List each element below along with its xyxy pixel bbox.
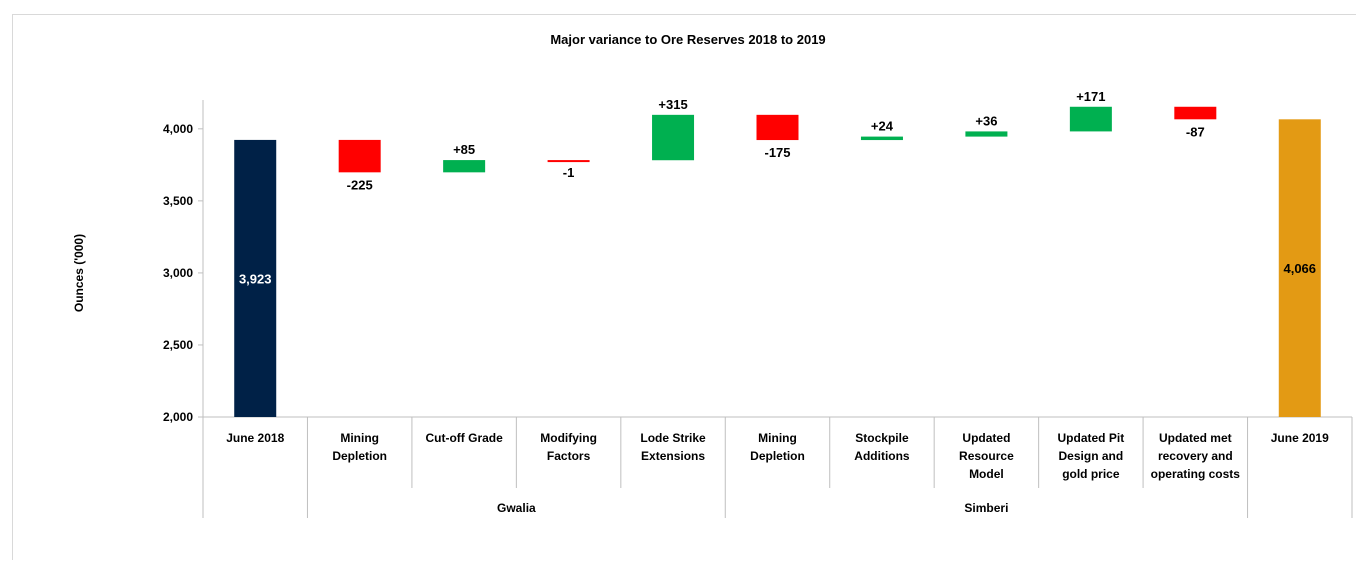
x-category-label: Stockpile Additions [854,431,910,463]
data-label: -225 [347,177,373,192]
y-axis-label: Ounces ('000) [72,234,86,312]
data-label: 4,066 [1283,261,1316,276]
data-label: +24 [871,119,894,134]
y-tick-label: 3,500 [163,194,193,208]
data-label: +315 [658,97,687,112]
data-label: +85 [453,142,475,157]
y-tick-label: 4,000 [163,122,193,136]
x-category-label: June 2018 [226,431,284,445]
increase-bar [860,136,903,141]
x-category-label: June 2019 [1271,431,1329,445]
y-tick-label: 2,500 [163,338,193,352]
y-tick-label: 3,000 [163,266,193,280]
increase-bar [1069,106,1112,132]
data-label: +171 [1076,89,1105,104]
increase-bar [443,160,486,173]
total-bar [234,139,277,417]
data-label: -175 [764,145,790,160]
data-labels: 3,923 -225 +85 -1 +315 -175 +24 +36 +171 -87 4,066 [239,89,1316,287]
x-category-label: Mining Depletion [750,431,805,463]
decrease-bar [1174,106,1217,120]
decrease-bar [338,139,381,173]
x-group-label: Gwalia [497,501,536,515]
bars [234,106,1321,418]
data-label: 3,923 [239,271,272,286]
x-category-label: Updated met recovery and operating costs [1151,431,1241,481]
data-label: +36 [975,113,997,128]
y-tick-label: 2,000 [163,410,193,424]
y-axis: 2,000 2,500 3,000 3,500 4,000 [163,100,204,424]
x-category-label: Updated Pit Design and gold price [1058,431,1125,481]
total-bar [1278,119,1321,418]
x-category-label: Mining Depletion [332,431,387,463]
data-label: -1 [563,165,575,180]
data-label: -87 [1186,124,1205,139]
x-axis: June 2018 Mining Depletion Cut-off Grade Mod… [202,416,1353,518]
chart-title: Major variance to Ore Reserves 2018 to 2… [550,32,825,47]
x-category-label: Updated Resource Model [959,431,1014,481]
x-category-label: Modifying Factors [540,431,597,463]
chart-frame [12,14,1356,560]
decrease-bar [547,160,590,163]
x-category-label: Lode Strike Extensions [640,431,706,463]
x-group-label: Simberi [964,501,1008,515]
increase-bar [652,114,695,161]
decrease-bar [756,114,799,141]
x-category-label: Cut-off Grade [425,431,503,445]
increase-bar [965,131,1008,137]
